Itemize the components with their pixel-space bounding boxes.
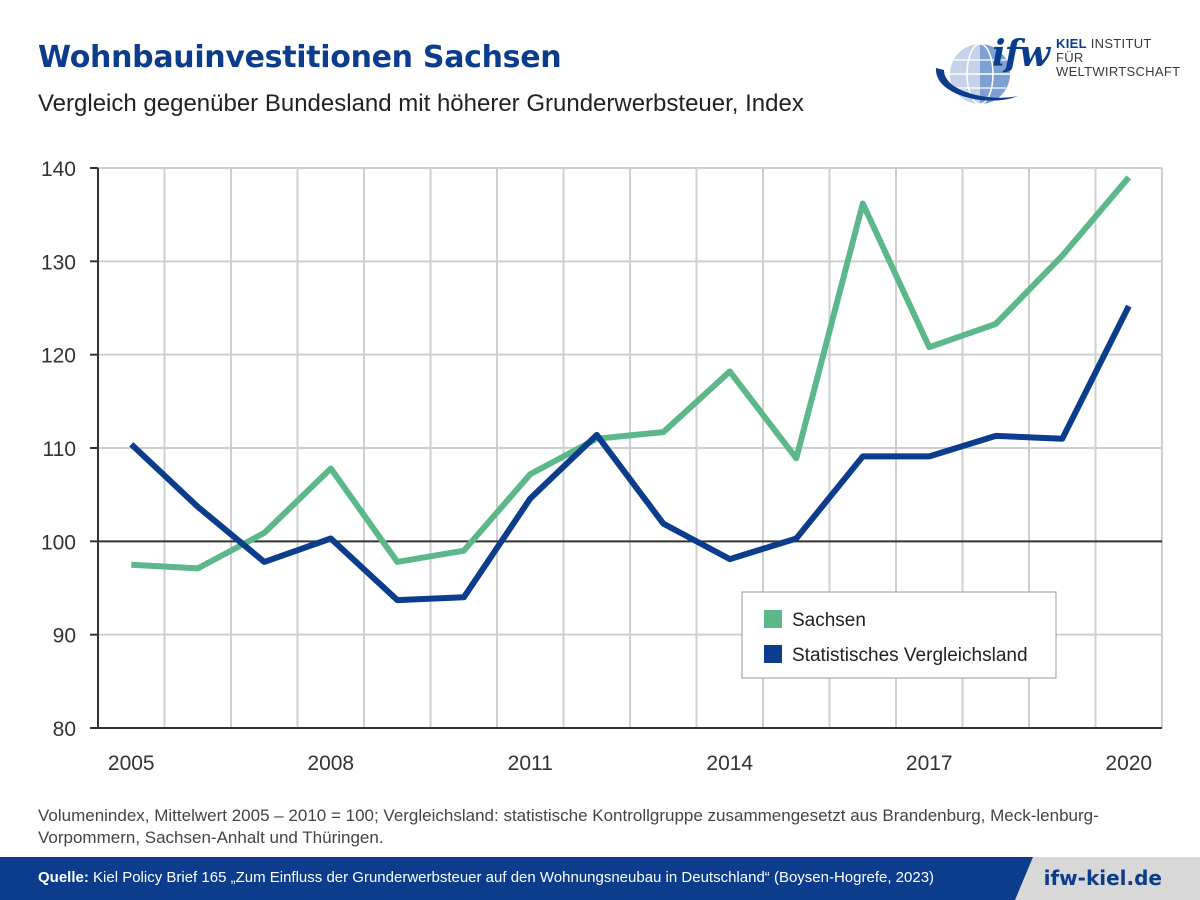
x-tick-label: 2014 bbox=[706, 752, 753, 775]
footnote: Volumenindex, Mittelwert 2005 – 2010 = 1… bbox=[38, 806, 1099, 847]
logo-wordmark: ifw bbox=[992, 33, 1050, 75]
url-box bbox=[1015, 857, 1200, 900]
x-tick-label: 2020 bbox=[1105, 752, 1152, 775]
x-tick-label: 2017 bbox=[906, 752, 953, 775]
legend-swatch bbox=[764, 645, 782, 663]
y-tick-label: 100 bbox=[41, 531, 76, 554]
y-tick-label: 130 bbox=[41, 251, 76, 274]
y-tick-label: 140 bbox=[41, 158, 76, 181]
logo-text-institut: INSTITUT FÜR bbox=[1056, 36, 1152, 65]
x-tick-label: 2011 bbox=[508, 752, 553, 775]
legend-label: Sachsen bbox=[792, 610, 866, 631]
logo-text-kiel: KIEL bbox=[1056, 36, 1087, 51]
x-tick-label: 2008 bbox=[307, 752, 354, 775]
axis-layer: 80 90 100 110 120 130 140 2005 2008 2011 2014 2017 2… bbox=[41, 158, 1162, 775]
logo-institute-name: KIEL INSTITUT FÜR WELTWIRTSCHAFT bbox=[1056, 37, 1180, 79]
website-link[interactable]: ifw-kiel.de bbox=[1043, 866, 1162, 890]
ifw-logo: ifw KIEL INSTITUT FÜR WELTWIRTSCHAFT bbox=[930, 30, 1180, 110]
legend-swatch bbox=[764, 610, 782, 628]
source-reference: Kiel Policy Brief 165 „Zum Einfluss der … bbox=[88, 869, 935, 886]
legend-label: Statistisches Vergleichsland bbox=[792, 645, 1028, 666]
series-layer bbox=[129, 175, 1132, 604]
footer-bar: Quelle: Kiel Policy Brief 165 „Zum Einfl… bbox=[0, 857, 1200, 900]
chart-title: Wohnbauinvestitionen Sachsen bbox=[38, 40, 562, 75]
x-tick-label: 2005 bbox=[108, 752, 155, 775]
series-line-vergleichsland bbox=[129, 304, 1132, 604]
globe-icon bbox=[935, 43, 1018, 105]
line-chart: 80 90 100 110 120 130 140 2005 2008 2011 2014 2017 2… bbox=[41, 158, 1163, 775]
source-label: Quelle: bbox=[38, 869, 89, 886]
series-line-sachsen bbox=[131, 175, 1132, 572]
y-tick-label: 90 bbox=[53, 625, 76, 648]
logo-text-weltwirtschaft: WELTWIRTSCHAFT bbox=[1056, 64, 1181, 79]
y-tick-label: 110 bbox=[43, 438, 76, 461]
chart-subtitle: Vergleich gegenüber Bundesland mit höher… bbox=[38, 90, 804, 117]
legend-box bbox=[741, 591, 1057, 679]
y-tick-label: 80 bbox=[53, 718, 76, 741]
y-tick-label: 120 bbox=[41, 345, 76, 368]
grid-layer bbox=[97, 167, 1163, 728]
legend: Sachsen Statistisches Vergleichsland bbox=[741, 591, 1057, 679]
source-text: Quelle: Kiel Policy Brief 165 „Zum Einfl… bbox=[38, 869, 934, 886]
